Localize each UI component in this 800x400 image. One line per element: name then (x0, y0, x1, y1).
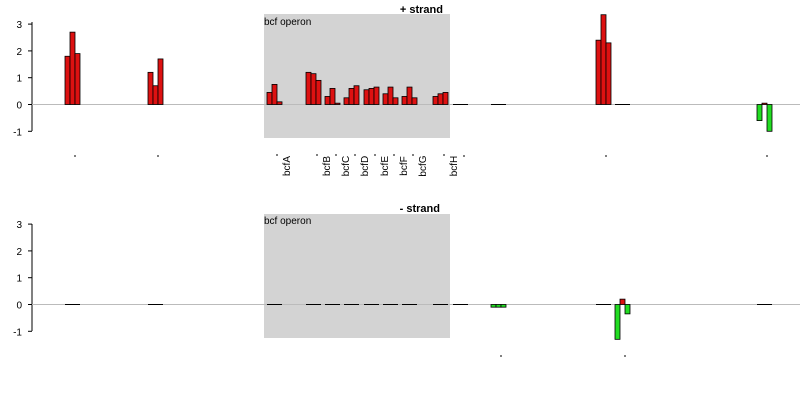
bars-plus (64, 14, 773, 132)
gene-label: bcfB (322, 156, 333, 176)
gene-label: bcfG (418, 155, 429, 176)
bar (315, 79, 322, 105)
y-tick-label: 3 (16, 20, 22, 31)
gene-label: bcfC (341, 156, 352, 177)
bar (348, 88, 355, 105)
bar (406, 86, 413, 105)
gene-label: bcfE (380, 156, 391, 176)
bar (619, 298, 626, 305)
y-tick-label: 2 (16, 247, 22, 258)
bar (761, 102, 768, 105)
bar (266, 92, 273, 105)
y-tick-label: 1 (16, 74, 22, 85)
bar (495, 304, 502, 308)
panel-title-minus: - strand (400, 203, 440, 215)
bar (363, 89, 370, 105)
bar (387, 86, 394, 105)
operon-region-minus (264, 214, 450, 338)
y-tick-label: 0 (16, 101, 22, 112)
bar (64, 55, 71, 105)
bar (392, 97, 399, 105)
bar (157, 58, 164, 105)
bar (353, 85, 360, 105)
operon-label-minus: bcf operon (264, 216, 311, 227)
y-tick-label: -1 (13, 127, 22, 138)
bar (595, 39, 602, 105)
bar (605, 42, 612, 105)
bar (442, 92, 449, 105)
bar (329, 88, 336, 105)
gene-label: bcfH (449, 156, 460, 177)
bar (500, 304, 507, 308)
bar (74, 53, 81, 105)
bar (305, 71, 312, 105)
y-tick-label: 2 (16, 47, 22, 58)
bar (310, 73, 317, 105)
gene-label: bcfA (282, 156, 293, 176)
bar (276, 101, 283, 105)
bars-minus (65, 298, 772, 340)
bar (614, 304, 621, 340)
y-tick-label: -1 (13, 327, 22, 338)
bar (624, 304, 631, 315)
operon-region-plus (264, 14, 450, 138)
bar (437, 93, 444, 105)
bar (766, 104, 773, 132)
bar (432, 96, 439, 105)
bar (334, 102, 341, 105)
bar (324, 96, 331, 105)
bar (490, 304, 497, 308)
bar (411, 97, 418, 105)
bar (343, 97, 350, 105)
bar (152, 85, 159, 105)
y-tick-label: 0 (16, 301, 22, 312)
bar (756, 104, 763, 121)
bar (373, 86, 380, 105)
bar (147, 71, 154, 105)
bar (69, 31, 76, 105)
gene-labels: bcfA bcfB bcfC bcfD bcfE bcfF bcfG bcfH (276, 154, 460, 177)
gene-label: bcfD (360, 156, 371, 177)
gene-label: bcfF (399, 156, 410, 175)
x-ticks-plus (74, 155, 768, 157)
y-axis-minus: -1 0 1 2 3 (13, 220, 33, 338)
y-tick-label: 1 (16, 274, 22, 285)
bar (600, 14, 607, 105)
bar (271, 84, 278, 105)
y-axis-plus: -1 0 1 2 3 (13, 20, 33, 138)
y-tick-label: 3 (16, 220, 22, 231)
panel-title-plus: + strand (400, 4, 443, 16)
bar (401, 96, 408, 105)
bar (382, 93, 389, 105)
panel-minus-strand: bcf operon - strand -1 0 1 2 3 (13, 203, 800, 357)
x-ticks-minus (500, 355, 626, 357)
operon-label-plus: bcf operon (264, 17, 311, 28)
bar (368, 88, 375, 105)
